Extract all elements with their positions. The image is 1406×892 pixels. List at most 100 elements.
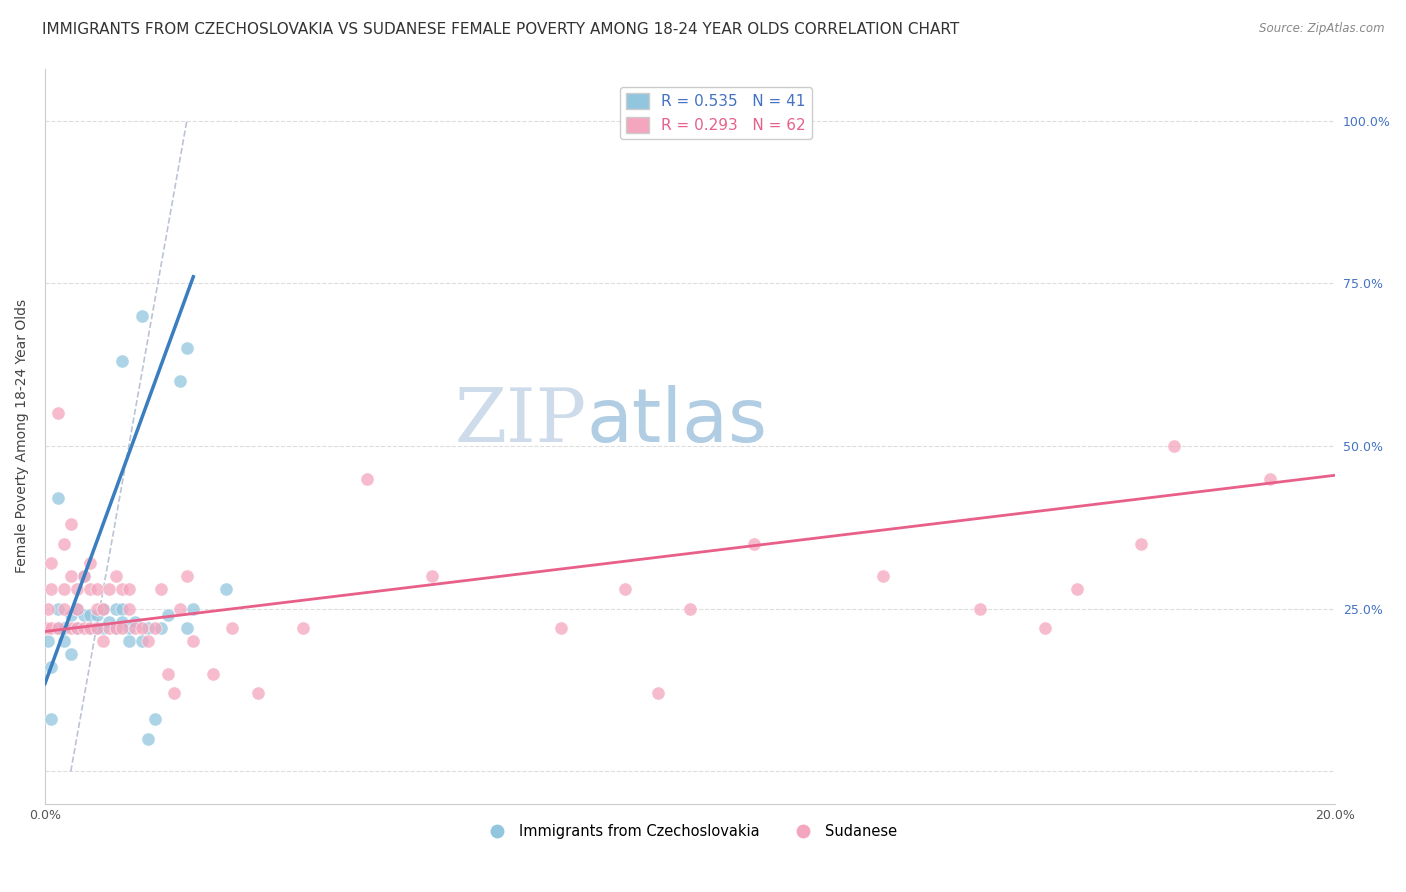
Point — [420, 569, 443, 583]
Point — [131, 621, 153, 635]
Point — [86, 621, 108, 635]
Point — [73, 569, 96, 583]
Point — [872, 569, 894, 583]
Point — [59, 647, 82, 661]
Point — [1130, 536, 1153, 550]
Point — [37, 601, 59, 615]
Point — [53, 582, 76, 597]
Point — [73, 569, 96, 583]
Point — [124, 615, 146, 629]
Point — [66, 601, 89, 615]
Point — [86, 608, 108, 623]
Point — [131, 634, 153, 648]
Point — [86, 601, 108, 615]
Point — [79, 621, 101, 635]
Point — [79, 621, 101, 635]
Point — [176, 342, 198, 356]
Point — [86, 582, 108, 597]
Text: IMMIGRANTS FROM CZECHOSLOVAKIA VS SUDANESE FEMALE POVERTY AMONG 18-24 YEAR OLDS : IMMIGRANTS FROM CZECHOSLOVAKIA VS SUDANE… — [42, 22, 959, 37]
Point — [59, 608, 82, 623]
Point — [46, 407, 69, 421]
Point — [647, 686, 669, 700]
Point — [53, 621, 76, 635]
Point — [66, 621, 89, 635]
Point — [98, 621, 121, 635]
Point — [111, 354, 134, 368]
Point — [86, 621, 108, 635]
Point — [46, 491, 69, 505]
Point — [91, 634, 114, 648]
Point — [66, 582, 89, 597]
Point — [111, 601, 134, 615]
Point — [37, 634, 59, 648]
Point — [131, 309, 153, 323]
Point — [79, 556, 101, 570]
Point — [150, 621, 173, 635]
Point — [59, 517, 82, 532]
Point — [118, 621, 141, 635]
Point — [46, 621, 69, 635]
Point — [104, 621, 127, 635]
Point — [41, 712, 63, 726]
Point — [201, 666, 224, 681]
Point — [41, 582, 63, 597]
Point — [221, 621, 243, 635]
Point — [91, 621, 114, 635]
Point — [111, 615, 134, 629]
Point — [98, 615, 121, 629]
Point — [156, 608, 179, 623]
Point — [550, 621, 572, 635]
Point — [79, 582, 101, 597]
Point — [176, 621, 198, 635]
Point — [41, 660, 63, 674]
Point — [181, 634, 204, 648]
Point — [176, 569, 198, 583]
Point — [53, 634, 76, 648]
Point — [169, 601, 191, 615]
Text: ZIP: ZIP — [454, 385, 586, 458]
Point — [118, 601, 141, 615]
Point — [104, 621, 127, 635]
Point — [66, 621, 89, 635]
Point — [291, 621, 314, 635]
Point — [104, 601, 127, 615]
Point — [1258, 471, 1281, 485]
Point — [41, 556, 63, 570]
Point — [124, 621, 146, 635]
Point — [1163, 439, 1185, 453]
Point — [111, 582, 134, 597]
Point — [79, 608, 101, 623]
Point — [104, 569, 127, 583]
Point — [1066, 582, 1088, 597]
Point — [143, 712, 166, 726]
Point — [111, 621, 134, 635]
Point — [169, 374, 191, 388]
Point — [136, 621, 159, 635]
Point — [969, 601, 991, 615]
Point — [66, 601, 89, 615]
Point — [150, 582, 173, 597]
Point — [1033, 621, 1056, 635]
Point — [53, 601, 76, 615]
Point — [163, 686, 186, 700]
Point — [91, 601, 114, 615]
Point — [53, 536, 76, 550]
Point — [118, 582, 141, 597]
Point — [46, 601, 69, 615]
Y-axis label: Female Poverty Among 18-24 Year Olds: Female Poverty Among 18-24 Year Olds — [15, 299, 30, 574]
Legend: Immigrants from Czechoslovakia, Sudanese: Immigrants from Czechoslovakia, Sudanese — [477, 818, 903, 845]
Point — [679, 601, 702, 615]
Point — [35, 621, 58, 635]
Point — [41, 621, 63, 635]
Point — [59, 621, 82, 635]
Point — [246, 686, 269, 700]
Point — [214, 582, 236, 597]
Point — [73, 621, 96, 635]
Point — [136, 634, 159, 648]
Point — [156, 666, 179, 681]
Text: Source: ZipAtlas.com: Source: ZipAtlas.com — [1260, 22, 1385, 36]
Point — [46, 621, 69, 635]
Point — [356, 471, 378, 485]
Point — [143, 621, 166, 635]
Point — [136, 731, 159, 746]
